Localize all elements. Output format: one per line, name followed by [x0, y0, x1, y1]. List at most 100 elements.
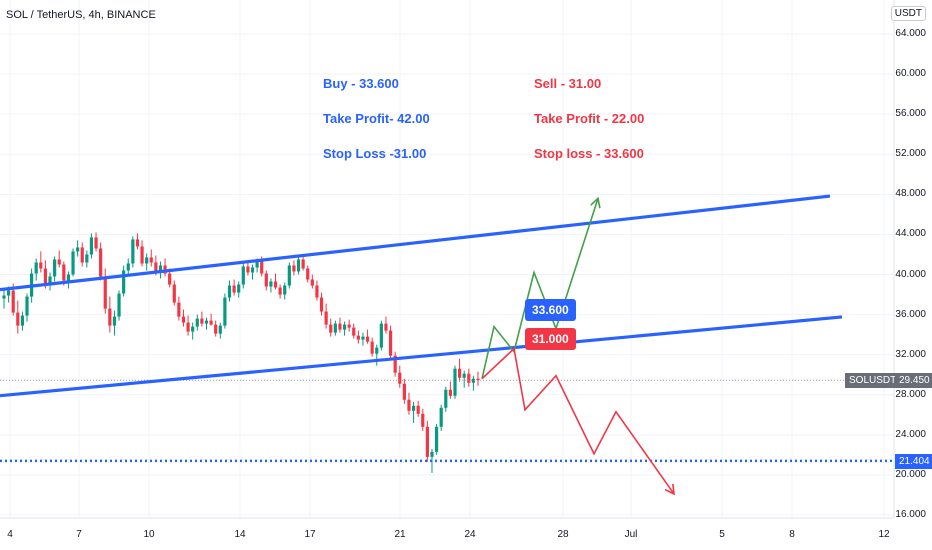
candle-body [287, 265, 291, 286]
candle-body [223, 297, 227, 326]
candles-layer [2, 232, 480, 473]
candle-body [471, 378, 475, 383]
time-tick-label: 17 [304, 529, 316, 540]
candle-body [444, 389, 448, 408]
price-tick-label: 32.000 [895, 348, 926, 360]
price-tick-label: 52.000 [895, 148, 926, 160]
candle-body [237, 284, 241, 293]
candle-body [53, 259, 57, 277]
candle-body [462, 373, 466, 378]
candle-body [333, 323, 337, 333]
time-tick-label: Jul [624, 529, 638, 540]
candle-body [94, 237, 98, 249]
candle-body [76, 247, 80, 252]
candle-body [388, 330, 393, 356]
candle-body [310, 279, 314, 286]
candle-body [342, 324, 347, 330]
candle-body [7, 290, 11, 296]
price-tick-label: 36.000 [895, 308, 926, 320]
price-tick-label: 28.000 [895, 388, 926, 400]
candle-body [375, 347, 379, 354]
candle-body [186, 322, 190, 332]
candle-body [319, 297, 324, 312]
candle-body [191, 326, 195, 332]
candle-body [453, 368, 457, 396]
candle-body [149, 257, 153, 263]
candle-body [301, 259, 305, 269]
candle-body [168, 273, 172, 285]
sell-stop-loss-note: Stop loss - 33.600 [534, 146, 644, 161]
candle-body [292, 265, 296, 272]
candle-body [347, 324, 351, 328]
candle-body [439, 407, 443, 427]
candle-body [421, 413, 425, 427]
candle-body [411, 405, 416, 411]
candle-body [457, 368, 462, 378]
price-tick-label: 64.000 [895, 28, 926, 39]
candle-body [62, 264, 66, 281]
candle-body [315, 285, 319, 298]
price-tick-label: 56.000 [895, 108, 926, 120]
candle-body [99, 248, 103, 277]
candle-body [448, 389, 452, 396]
candle-body [296, 259, 301, 272]
candle-body [425, 426, 429, 457]
currency-unit-badge[interactable]: USDT [890, 6, 926, 21]
candle-body [204, 320, 209, 324]
candle-body [43, 268, 48, 285]
price-tick-label: 20.000 [895, 468, 926, 480]
candle-body [154, 262, 158, 272]
candle-body [209, 320, 213, 325]
candle-body [407, 399, 411, 411]
sell-take-profit-note: Take Profit - 22.00 [534, 111, 645, 126]
candle-body [476, 378, 480, 381]
candle-body [232, 285, 236, 293]
buy-take-profit-note: Take Profit- 42.00 [323, 111, 430, 126]
time-tick-label: 21 [394, 529, 406, 540]
candle-body [140, 246, 144, 264]
buy-price-box: 33.600 [525, 299, 576, 321]
candle-body [16, 312, 20, 326]
candle-body [398, 372, 402, 384]
drawing-overlays [0, 194, 894, 496]
price-tick-label: 40.000 [895, 268, 926, 280]
candle-body [283, 285, 287, 295]
candle-body [338, 323, 342, 330]
upper-channel-line [0, 194, 831, 292]
time-tick-label: 28 [557, 529, 569, 540]
candle-body [264, 273, 268, 287]
candle-body [11, 290, 15, 313]
bearish-projection-path [481, 347, 675, 495]
candle-body [181, 316, 186, 323]
candle-body [89, 237, 94, 255]
time-tick-label: 10 [143, 529, 155, 540]
price-tick-label: 24.000 [895, 428, 926, 440]
price-tick-label: 60.000 [895, 68, 926, 80]
candle-body [135, 239, 140, 247]
candle-body [177, 302, 181, 317]
candle-body [112, 316, 117, 326]
candle-body [34, 262, 38, 274]
candle-body [57, 259, 61, 265]
time-tick-label: 7 [76, 529, 82, 540]
candle-body [356, 335, 360, 340]
candle-body [2, 295, 6, 299]
candle-body [430, 451, 434, 457]
bullish-arrowhead [590, 196, 601, 209]
candle-body [402, 383, 406, 400]
candle-body [85, 254, 89, 263]
candle-body [71, 251, 75, 275]
lower-channel-line [0, 315, 843, 398]
buy-entry-note: Buy - 33.600 [323, 76, 399, 91]
support-price-label: 21.404 [895, 454, 932, 469]
candle-body [145, 257, 149, 264]
candle-body [218, 325, 222, 334]
candle-body [39, 262, 43, 269]
candle-body [416, 405, 420, 414]
candle-body [329, 324, 333, 333]
candle-body [195, 318, 199, 327]
candle-body [324, 311, 328, 325]
candle-body [131, 239, 135, 264]
candle-body [158, 265, 163, 272]
